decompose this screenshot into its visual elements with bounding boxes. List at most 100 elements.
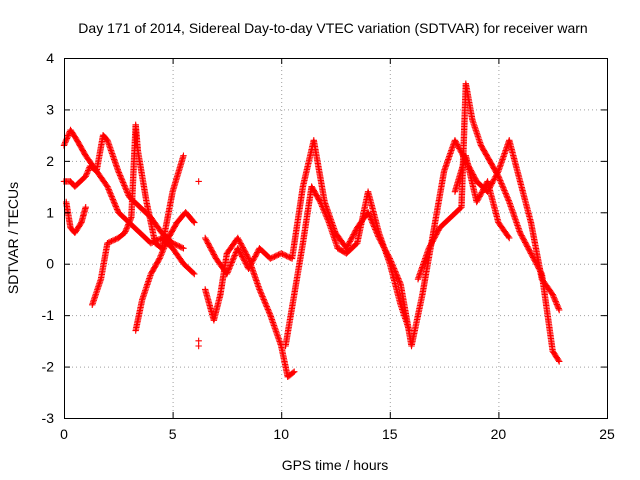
- data-point: [208, 247, 215, 254]
- data-point: [83, 171, 90, 179]
- data-point: [264, 306, 272, 313]
- data-point: [477, 191, 484, 199]
- data-point: [525, 246, 533, 253]
- data-point: [229, 257, 236, 265]
- data-point: [108, 238, 115, 245]
- data-point: [258, 290, 265, 297]
- data-point: [107, 190, 114, 197]
- data-point: [554, 302, 561, 309]
- data-point: [250, 256, 257, 263]
- data-point: [119, 179, 127, 186]
- data-point: [347, 236, 354, 244]
- data-point: [532, 259, 540, 267]
- data-point: [105, 186, 112, 193]
- data-point: [160, 246, 167, 253]
- data-point: [553, 299, 560, 307]
- data-point: [244, 254, 252, 261]
- data-point: [432, 232, 439, 240]
- data-point: [432, 231, 440, 238]
- data-point: [536, 266, 543, 274]
- data-point: [84, 168, 91, 176]
- data-point: [323, 213, 330, 220]
- data-point: [112, 236, 119, 243]
- data-point: [240, 245, 247, 253]
- x-tick-label: 15: [382, 426, 398, 442]
- data-point: [204, 238, 211, 246]
- data-point: [207, 244, 214, 251]
- data-point: [428, 239, 435, 246]
- data-point: [170, 240, 178, 247]
- data-point: [453, 139, 460, 147]
- data-point: [234, 245, 241, 252]
- data-point: [227, 262, 234, 269]
- data-point: [346, 238, 354, 245]
- data-point: [241, 257, 248, 264]
- x-tick-label: 0: [60, 426, 68, 442]
- data-point: [262, 300, 269, 307]
- data-point: [532, 258, 539, 265]
- y-tick-label: -1: [42, 307, 55, 323]
- data-point: [116, 170, 123, 178]
- data-point: [224, 267, 232, 275]
- data-point: [121, 183, 129, 191]
- data-point: [473, 198, 480, 206]
- data-point: [158, 249, 166, 256]
- data-point: [209, 249, 217, 257]
- data-point: [519, 233, 526, 241]
- axis-ticks: [64, 58, 608, 419]
- data-point: [528, 251, 535, 258]
- data-point: [319, 204, 326, 212]
- data-point: [556, 306, 563, 314]
- data-point: [283, 252, 290, 260]
- data-point: [495, 174, 503, 181]
- data-point: [227, 260, 235, 268]
- data-point: [229, 256, 237, 263]
- data-point: [174, 242, 182, 249]
- data-point: [497, 177, 504, 184]
- y-tick-label: 3: [46, 101, 54, 117]
- data-point: [180, 152, 187, 159]
- data-point: [343, 243, 351, 251]
- data-point: [498, 180, 505, 187]
- data-point: [238, 241, 245, 249]
- data-point: [230, 255, 237, 262]
- data-point: [118, 176, 126, 183]
- data-point: [238, 253, 246, 260]
- data-point: [252, 251, 260, 259]
- data-point: [112, 201, 119, 209]
- data-point: [530, 255, 538, 263]
- data-point: [247, 261, 254, 268]
- data-point: [224, 269, 231, 276]
- data-point: [106, 187, 113, 195]
- data-point: [279, 250, 286, 258]
- data-point: [527, 248, 534, 256]
- y-tick-label: 4: [46, 50, 54, 66]
- data-point: [115, 167, 122, 175]
- data-point: [251, 253, 259, 260]
- data-point: [496, 175, 503, 183]
- data-point: [108, 193, 115, 200]
- data-point: [248, 260, 255, 267]
- data-point: [259, 293, 266, 300]
- data-point: [321, 209, 328, 216]
- data-point: [348, 234, 356, 241]
- data-point: [324, 216, 331, 223]
- data-point: [231, 252, 238, 259]
- data-point: [537, 268, 544, 275]
- data-point: [191, 270, 198, 278]
- data-point: [113, 206, 121, 213]
- data-point: [527, 250, 535, 257]
- data-point: [519, 235, 527, 242]
- data-point: [518, 232, 525, 239]
- data-point: [125, 219, 133, 227]
- data-point: [320, 207, 328, 215]
- data-point: [504, 194, 511, 201]
- data-point: [112, 203, 120, 210]
- data-point: [236, 237, 243, 244]
- data-point: [116, 172, 124, 179]
- data-point: [246, 264, 253, 271]
- data-point: [82, 203, 89, 211]
- data-point: [494, 171, 501, 179]
- data-point: [529, 252, 536, 260]
- x-tick-labels: 0 5 10 15 20 25: [60, 426, 615, 442]
